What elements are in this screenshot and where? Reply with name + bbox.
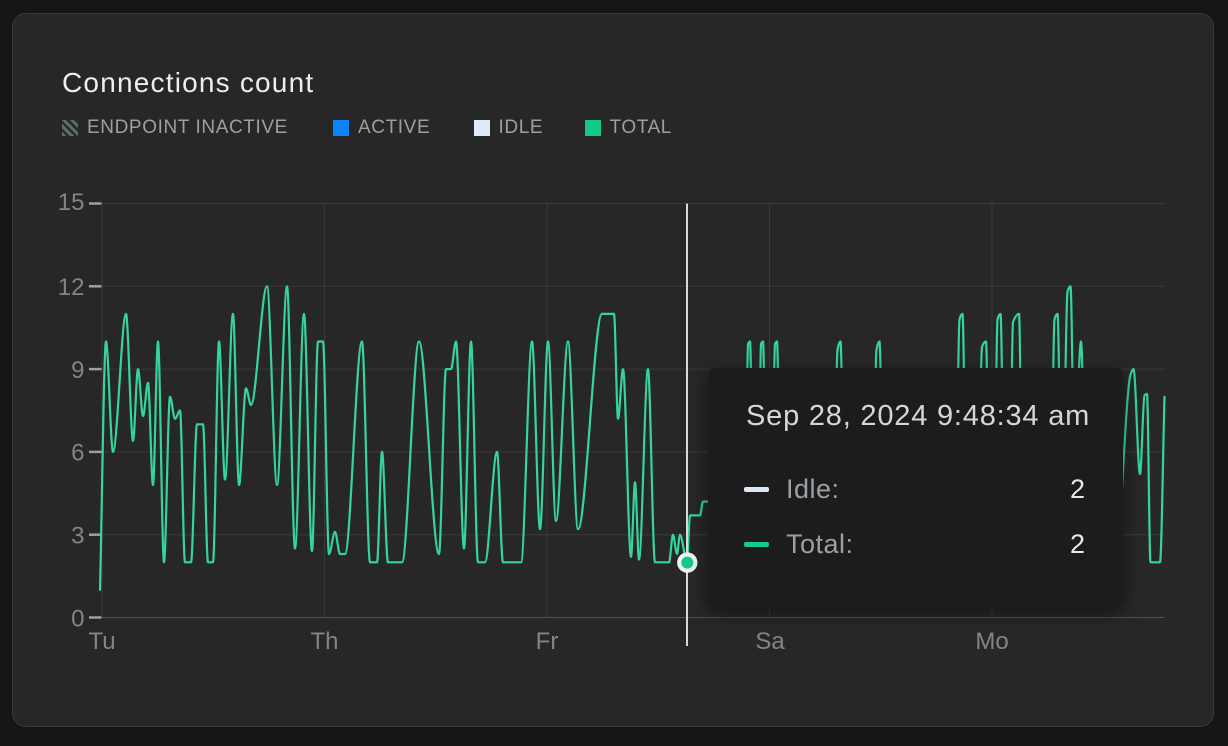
svg-text:6: 6	[71, 440, 84, 467]
svg-text:Sa: Sa	[755, 628, 785, 655]
svg-text:Fr: Fr	[536, 628, 559, 655]
svg-text:15: 15	[58, 189, 85, 216]
svg-text:Th: Th	[310, 628, 338, 655]
svg-text:0: 0	[71, 605, 84, 632]
svg-text:9: 9	[71, 357, 84, 384]
svg-text:3: 3	[71, 523, 84, 550]
svg-text:Tu: Tu	[88, 628, 115, 655]
svg-text:12: 12	[58, 274, 85, 301]
svg-text:Mo: Mo	[975, 628, 1008, 655]
